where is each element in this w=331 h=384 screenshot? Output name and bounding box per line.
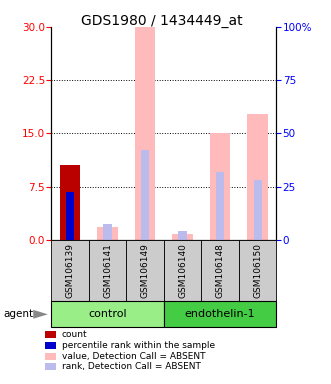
Bar (135, 27, 156, 240)
Bar (178, 232, 187, 240)
Bar (164, 301, 276, 327)
Text: GSM106140: GSM106140 (178, 243, 187, 298)
Bar (104, 224, 112, 240)
Text: GSM106148: GSM106148 (215, 243, 225, 298)
Text: GSM106149: GSM106149 (141, 243, 150, 298)
Text: percentile rank within the sample: percentile rank within the sample (62, 341, 215, 350)
Bar (126, 240, 164, 301)
Text: agent: agent (3, 310, 33, 319)
Bar (51, 240, 89, 301)
Bar (164, 240, 201, 301)
Bar (66, 192, 74, 240)
Bar (141, 151, 149, 240)
Bar (201, 240, 239, 301)
Text: GSM106141: GSM106141 (103, 243, 112, 298)
Bar (254, 180, 262, 240)
Text: GSM106139: GSM106139 (66, 243, 74, 298)
Text: rank, Detection Call = ABSENT: rank, Detection Call = ABSENT (62, 362, 201, 371)
Bar (89, 240, 126, 301)
Bar (216, 172, 224, 240)
Bar (97, 227, 118, 240)
Bar (210, 134, 230, 240)
Polygon shape (33, 310, 48, 319)
Text: count: count (62, 330, 87, 339)
Bar (247, 114, 268, 240)
Bar (60, 166, 80, 240)
Text: control: control (88, 309, 127, 319)
Text: value, Detection Call = ABSENT: value, Detection Call = ABSENT (62, 352, 205, 361)
Bar (239, 240, 276, 301)
Text: endothelin-1: endothelin-1 (185, 309, 256, 319)
Bar (51, 301, 164, 327)
Text: GSM106150: GSM106150 (253, 243, 262, 298)
Bar (172, 233, 193, 240)
Text: GDS1980 / 1434449_at: GDS1980 / 1434449_at (81, 14, 243, 28)
